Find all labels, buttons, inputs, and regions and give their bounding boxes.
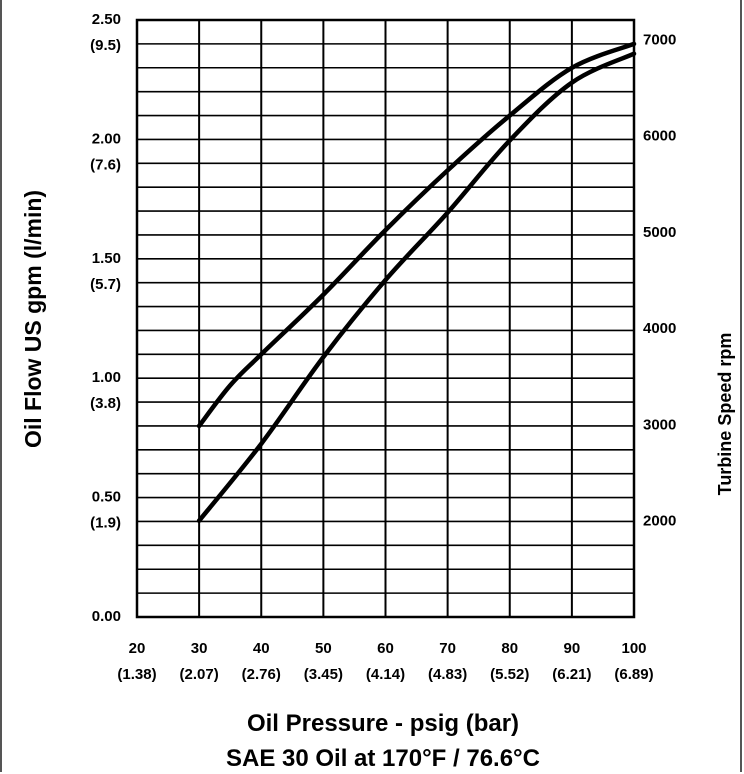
y-axis-label: Oil Flow US gpm (l/min) [20, 190, 46, 448]
x-tick-sublabel: (4.14) [366, 666, 405, 683]
y-tick-labels: 0.00 0.50 (1.9) 1.00 (3.8) 1.50 (5.7) 2.00 (7.6)… [90, 11, 121, 625]
y2-tick-label: 4000 [643, 320, 676, 337]
x-tick-sublabel: (2.76) [242, 666, 281, 683]
turbine-speed-line [196, 51, 637, 523]
y2-tick-label: 7000 [643, 31, 676, 48]
y-tick-label: 2.50 [92, 11, 121, 28]
chart-subtitle: SAE 30 Oil at 170°F / 76.6°C [226, 745, 540, 772]
x-tick-label: 80 [501, 640, 518, 657]
x-tick-sublabel: (5.52) [490, 666, 529, 683]
y2-tick-label: 5000 [643, 224, 676, 241]
x-tick-sublabel: (1.38) [117, 666, 156, 683]
x-tick-label: 90 [564, 640, 581, 657]
y2-axis-label: Turbine Speed rpm [715, 333, 735, 496]
y-tick-sublabel: (5.7) [90, 276, 121, 293]
y2-tick-labels: 2000 3000 4000 5000 6000 7000 [643, 31, 676, 529]
oil-flow-line [196, 41, 637, 429]
y-tick-sublabel: (7.6) [90, 156, 121, 173]
x-tick-sublabel: (2.07) [180, 666, 219, 683]
x-tick-label: 100 [621, 640, 646, 657]
x-tick-label: 30 [191, 640, 208, 657]
x-tick-label: 70 [439, 640, 456, 657]
series-group [196, 41, 637, 523]
plot-border [135, 18, 636, 619]
x-tick-sublabel: (4.83) [428, 666, 467, 683]
x-tick-sublabel: (6.21) [552, 666, 591, 683]
y-tick-label: 1.00 [92, 369, 121, 386]
y2-tick-label: 3000 [643, 416, 676, 433]
y-tick-label: 0.50 [92, 489, 121, 506]
y-tick-sublabel: (1.9) [90, 515, 121, 532]
x-tick-label: 60 [377, 640, 394, 657]
y-tick-label: 1.50 [92, 250, 121, 267]
y2-tick-label: 2000 [643, 513, 676, 530]
x-tick-sublabel: (3.45) [304, 666, 343, 683]
x-tick-label: 20 [129, 640, 146, 657]
x-tick-labels: 20 (1.38) 30 (2.07) 40 (2.76) 50 (3.45) 60 (4.14)… [117, 640, 653, 683]
grid [135, 18, 636, 619]
y-tick-sublabel: (9.5) [90, 37, 121, 54]
x-tick-label: 40 [253, 640, 270, 657]
y-tick-label: 2.00 [92, 130, 121, 147]
y2-tick-label: 6000 [643, 128, 676, 145]
x-tick-label: 50 [315, 640, 332, 657]
y-tick-sublabel: (3.8) [90, 395, 121, 412]
y-tick-label: 0.00 [92, 608, 121, 625]
x-tick-sublabel: (6.89) [614, 666, 653, 683]
x-axis-label: Oil Pressure - psig (bar) [247, 710, 519, 737]
